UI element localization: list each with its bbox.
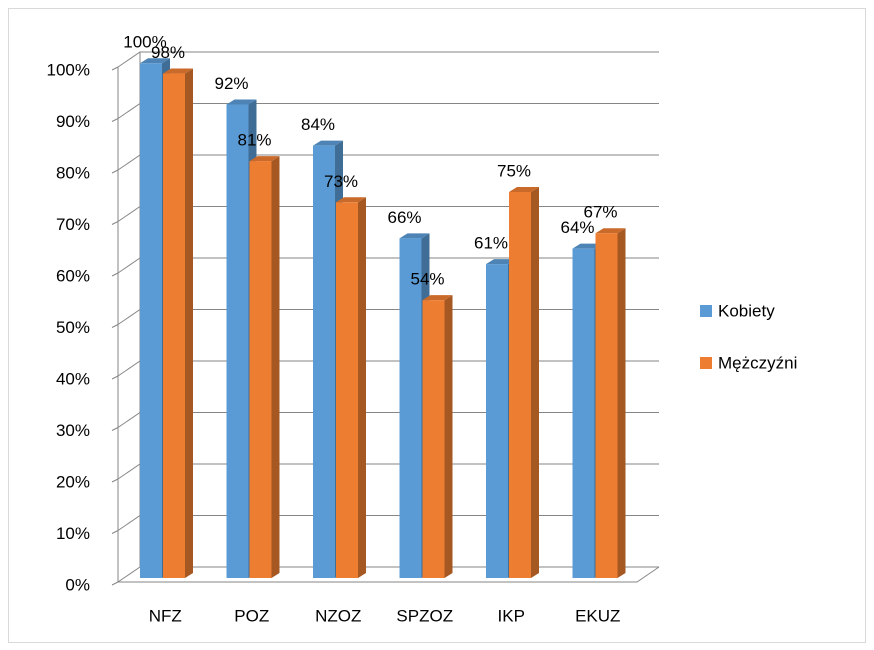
y-tick-label: 70%: [56, 215, 90, 234]
tick-mark: [111, 169, 119, 174]
y-tick-label: 80%: [56, 163, 90, 182]
bar-face: [486, 264, 508, 578]
value-label: 100%: [123, 33, 166, 52]
bar: [336, 197, 366, 579]
x-tick-label: IKP: [498, 606, 525, 625]
bar-face: [313, 145, 335, 578]
y-tick-label: 0%: [65, 575, 90, 594]
value-label: 54%: [410, 270, 444, 289]
y-tick-label: 50%: [56, 318, 90, 337]
bar-face: [163, 73, 185, 579]
tick-mark: [111, 530, 119, 534]
bar-face: [572, 248, 595, 578]
bar-face: [336, 197, 366, 203]
value-label: 92%: [214, 74, 248, 93]
bar-face: [422, 295, 453, 301]
value-label: 75%: [497, 161, 531, 180]
bar: [249, 156, 280, 578]
bar-face: [336, 202, 358, 579]
bar-face: [595, 233, 618, 578]
bar-face: [226, 104, 249, 578]
bar: [509, 187, 539, 578]
legend-swatch: [700, 357, 712, 369]
legend-label: Mężczyźni: [718, 353, 797, 372]
x-tick-label: SPZOZ: [396, 606, 453, 625]
bar: [422, 295, 453, 578]
bar-face: [509, 192, 531, 578]
x-tick-label: EKUZ: [575, 606, 620, 625]
floor-edge: [118, 566, 660, 583]
bar-face: [249, 156, 280, 162]
bar-face: [249, 161, 272, 578]
x-tick-label: POZ: [234, 606, 269, 625]
bar-face: [399, 238, 422, 578]
x-tick-label: NZOZ: [315, 606, 361, 625]
bar: [595, 228, 626, 578]
tick-mark: [111, 221, 119, 225]
tick-mark: [111, 427, 119, 431]
y-tick-label: 90%: [56, 112, 90, 131]
value-label: 61%: [474, 234, 508, 253]
bar-face: [422, 300, 445, 578]
bar-face: [595, 228, 626, 234]
value-label: 98%: [151, 43, 185, 62]
bar-face: [572, 243, 603, 249]
bar-face: [226, 99, 257, 105]
y-tick-label: 10%: [56, 524, 90, 543]
tick-mark: [111, 66, 119, 71]
legend-label: Kobiety: [718, 301, 775, 320]
y-tick-label: 60%: [56, 266, 90, 285]
bar-face: [140, 63, 162, 578]
bar-face: [271, 156, 280, 578]
bar-face: [185, 68, 193, 579]
value-label: 67%: [583, 203, 617, 222]
bar-face: [163, 68, 193, 74]
bar-face: [486, 259, 516, 265]
y-tick-label: 40%: [56, 369, 90, 388]
value-label: 84%: [301, 115, 335, 134]
bar-face: [399, 233, 430, 239]
bar-face: [140, 58, 170, 64]
bar-face: [509, 187, 539, 192]
bar-face: [531, 187, 539, 578]
y-tick-label: 30%: [56, 421, 90, 440]
value-label: 66%: [387, 208, 421, 227]
grid-line: [117, 51, 659, 68]
tick-mark: [111, 324, 119, 328]
legend-swatch: [700, 305, 712, 317]
bar-face: [313, 140, 343, 146]
tick-mark: [111, 272, 119, 277]
tick-mark: [111, 478, 119, 483]
bar-face: [617, 228, 626, 578]
bar-face: [444, 295, 453, 578]
x-tick-label: NFZ: [149, 606, 182, 625]
value-label: 81%: [237, 131, 271, 150]
value-label: 64%: [560, 218, 594, 237]
tick-mark: [111, 581, 119, 586]
y-tick-label: 100%: [47, 60, 90, 79]
tick-mark: [111, 375, 119, 380]
y-tick-label: 20%: [56, 472, 90, 491]
tick-mark: [111, 118, 119, 122]
value-label: 73%: [324, 172, 358, 191]
bar: [163, 68, 193, 579]
bar-face: [358, 197, 366, 579]
